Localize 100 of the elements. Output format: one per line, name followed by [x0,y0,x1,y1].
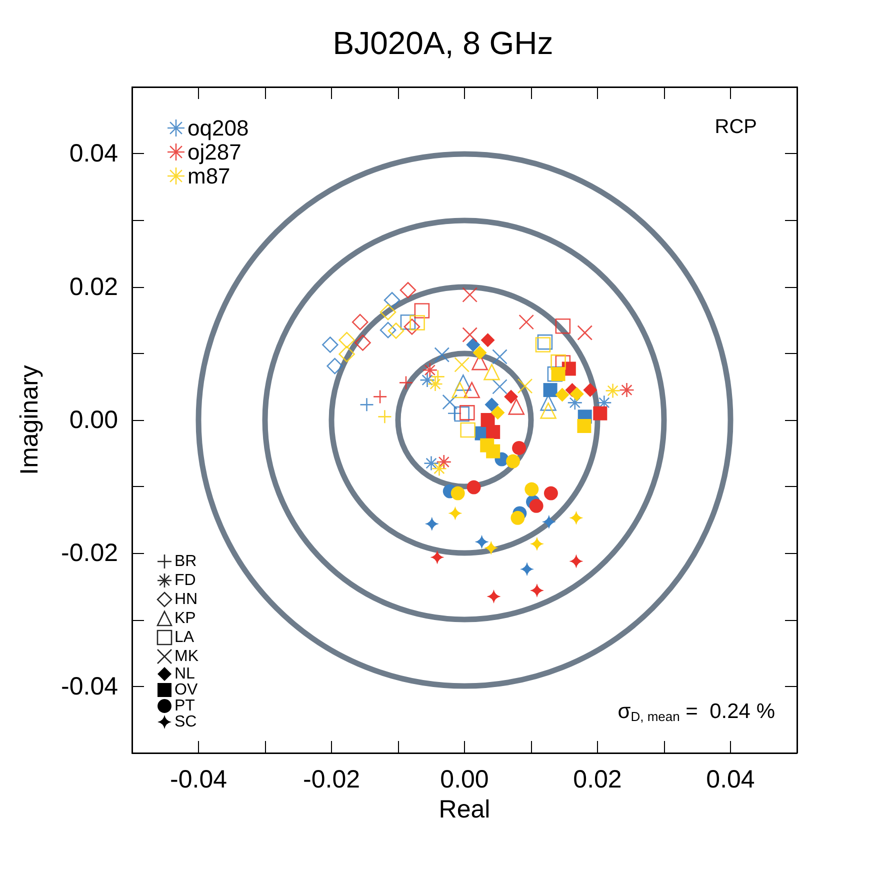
point [567,395,583,410]
point [430,550,444,564]
x-tick-label: 0.04 [706,766,755,794]
legend-label: oj287 [188,140,242,164]
point [555,388,570,402]
point [352,314,368,330]
point [424,456,439,471]
point [570,387,584,402]
legend-label: HN [174,591,198,608]
point [480,333,495,348]
point [414,303,430,318]
point [569,510,584,525]
point [434,347,450,362]
point [547,366,563,382]
x-tick-label: -0.02 [303,766,360,794]
x-tick-label: -0.04 [170,766,228,794]
point [460,405,475,420]
legend-label: SC [174,714,197,730]
point [619,382,634,398]
point [464,382,480,398]
point [388,322,404,339]
point [450,486,465,500]
point [472,346,487,360]
legend-label: KP [174,610,196,627]
point [486,444,500,458]
point [537,334,553,350]
point [530,536,544,551]
annotation: RCP [714,116,758,138]
point [530,583,544,598]
point [508,398,525,415]
point [442,394,458,410]
point [583,383,598,398]
point [544,486,558,500]
point [520,562,534,576]
x-axis-title: Real [438,795,490,824]
point [524,482,539,496]
point [605,383,620,398]
point [492,349,508,364]
legend-label: oq208 [188,116,249,140]
y-tick-label: 0.02 [69,272,118,301]
point [384,292,400,308]
point [555,318,571,334]
x-tick-label: 0.00 [440,766,489,794]
point [504,390,518,404]
point [400,282,416,298]
point [510,510,525,525]
point [484,398,499,412]
point [484,364,500,380]
legend-label: NL [174,666,196,682]
y-tick-label: -0.02 [61,539,118,568]
point [378,410,392,424]
point [529,498,544,513]
point [535,337,551,352]
y-tick-label: 0.00 [69,406,118,434]
point [428,376,443,392]
legend-label: OV [174,682,198,698]
point [518,314,534,330]
point [593,406,608,420]
point [354,334,371,351]
point [452,382,468,398]
point [436,454,452,470]
point [430,370,446,384]
point [432,460,447,476]
point [512,440,526,455]
point [360,398,374,412]
legend-label: FD [174,572,196,589]
point [492,379,508,394]
point [326,358,343,374]
y-axis-title: Imaginary [16,364,44,475]
point [322,336,338,353]
point [448,506,462,520]
legend-label: m87 [188,164,230,188]
point [462,327,478,342]
point [454,357,470,372]
point [517,378,533,394]
point [466,338,480,352]
point [400,314,416,330]
point [372,390,388,404]
point [380,322,396,338]
point [398,376,414,390]
point [454,406,470,422]
point [486,589,501,604]
point [484,540,498,555]
point [420,372,435,388]
point [424,516,439,531]
legend-label: MK [174,648,199,665]
point [338,332,355,348]
point [577,418,592,433]
y-tick-label: -0.04 [61,672,118,700]
point [422,362,438,378]
point [380,304,396,320]
point [455,374,472,391]
point [404,318,420,335]
legend-label: PT [174,698,196,714]
point [569,554,584,568]
legend-label: LA [174,629,194,646]
point [474,534,489,549]
point [490,406,505,420]
x-tick-label: 0.02 [573,766,622,794]
point [338,346,355,362]
